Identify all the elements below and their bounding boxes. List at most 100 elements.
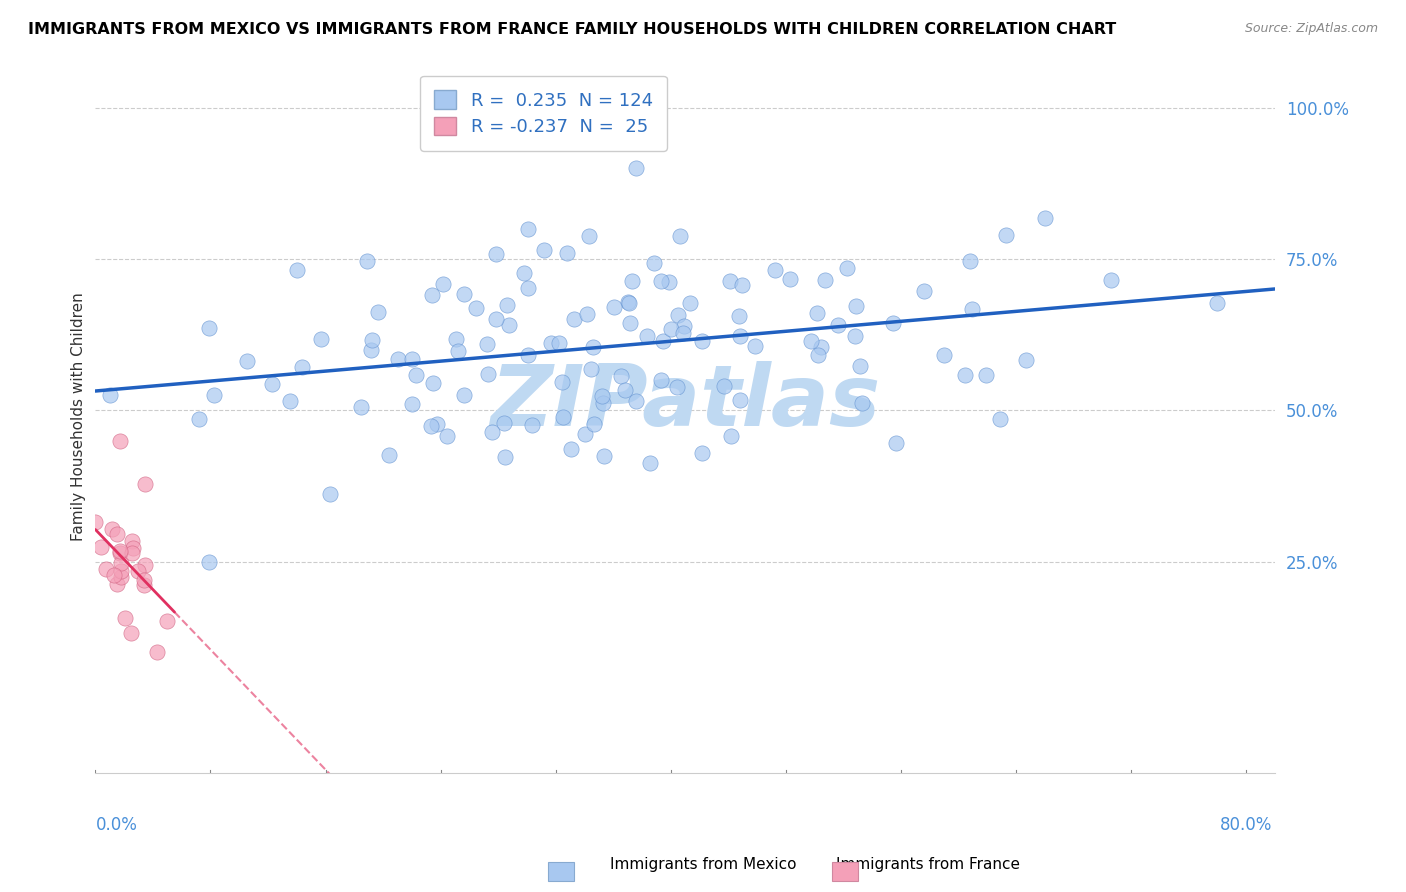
Point	[114, 611, 136, 625]
Point	[672, 319, 695, 334]
Point	[959, 253, 981, 268]
Point	[132, 578, 155, 592]
Point	[624, 393, 647, 408]
Point	[814, 273, 837, 287]
Point	[578, 228, 600, 243]
Point	[810, 340, 832, 354]
Point	[763, 262, 786, 277]
Point	[636, 329, 658, 343]
Point	[485, 311, 508, 326]
Point	[105, 526, 128, 541]
Point	[350, 401, 373, 415]
Point	[494, 450, 516, 464]
Point	[960, 302, 983, 317]
Point	[475, 337, 498, 351]
Point	[592, 449, 614, 463]
Point	[731, 277, 754, 292]
Point	[591, 388, 613, 402]
Point	[447, 343, 470, 358]
Point	[477, 367, 499, 381]
Point	[134, 476, 156, 491]
Point	[96, 562, 118, 576]
Point	[436, 429, 458, 443]
Point	[659, 322, 682, 336]
Point	[640, 456, 662, 470]
Point	[420, 287, 443, 301]
Point	[779, 272, 801, 286]
Point	[626, 161, 648, 176]
Point	[845, 299, 868, 313]
Point	[1099, 273, 1122, 287]
Point	[101, 522, 124, 536]
Point	[146, 645, 169, 659]
Y-axis label: Family Households with Children: Family Households with Children	[72, 292, 86, 541]
Point	[262, 377, 284, 392]
Point	[517, 222, 540, 236]
Point	[291, 359, 314, 374]
Text: Immigrants from Mexico: Immigrants from Mexico	[610, 857, 796, 872]
Point	[720, 429, 742, 443]
Point	[1035, 211, 1057, 225]
Point	[520, 418, 543, 433]
Point	[652, 334, 675, 349]
Point	[728, 328, 751, 343]
Point	[617, 295, 640, 310]
Point	[582, 340, 605, 354]
Point	[579, 362, 602, 376]
Point	[690, 334, 713, 348]
Point	[309, 332, 332, 346]
Point	[121, 546, 143, 560]
Point	[121, 541, 143, 555]
Point	[658, 275, 681, 289]
Point	[108, 546, 131, 560]
Point	[103, 567, 125, 582]
Text: Source: ZipAtlas.com: Source: ZipAtlas.com	[1244, 22, 1378, 36]
Point	[110, 570, 132, 584]
Point	[236, 354, 259, 368]
Point	[108, 434, 131, 448]
Point	[120, 626, 142, 640]
Point	[574, 426, 596, 441]
Point	[592, 396, 614, 410]
Point	[643, 256, 665, 270]
Point	[134, 573, 156, 587]
Point	[432, 277, 454, 291]
Point	[610, 368, 633, 383]
Point	[994, 227, 1017, 242]
Point	[121, 534, 143, 549]
Point	[356, 254, 378, 268]
Point	[498, 318, 520, 332]
Point	[110, 556, 132, 570]
Point	[955, 368, 977, 382]
Point	[187, 412, 209, 426]
Point	[513, 266, 536, 280]
Point	[613, 383, 636, 397]
Point	[387, 352, 409, 367]
Point	[679, 295, 702, 310]
Point	[453, 286, 475, 301]
Point	[560, 442, 582, 456]
Point	[713, 379, 735, 393]
Point	[110, 564, 132, 578]
Point	[932, 348, 955, 362]
Point	[837, 260, 859, 275]
Point	[285, 263, 308, 277]
Point	[650, 274, 672, 288]
Point	[728, 393, 751, 408]
Point	[718, 274, 741, 288]
Point	[496, 298, 519, 312]
Point	[555, 245, 578, 260]
Point	[548, 336, 571, 351]
Point	[988, 412, 1011, 426]
Point	[575, 307, 598, 321]
Text: 80.0%: 80.0%	[1220, 816, 1272, 834]
Point	[617, 296, 640, 310]
Point	[668, 308, 690, 322]
Legend: R =  0.235  N = 124, R = -0.237  N =  25: R = 0.235 N = 124, R = -0.237 N = 25	[420, 76, 666, 151]
Point	[540, 336, 562, 351]
Point	[360, 334, 382, 348]
Point	[668, 229, 690, 244]
Point	[562, 312, 585, 326]
Point	[728, 309, 751, 323]
Point	[912, 284, 935, 298]
